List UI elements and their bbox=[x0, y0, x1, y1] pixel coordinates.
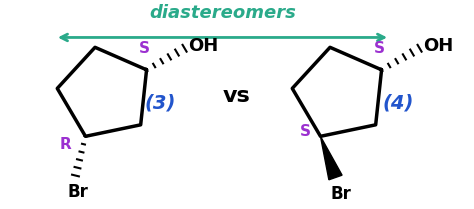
Text: R: R bbox=[60, 137, 72, 152]
Polygon shape bbox=[320, 136, 342, 180]
Text: S: S bbox=[139, 41, 150, 56]
Text: S: S bbox=[300, 124, 311, 139]
Text: Br: Br bbox=[67, 183, 88, 201]
Text: vs: vs bbox=[223, 86, 251, 106]
Text: S: S bbox=[374, 41, 385, 56]
Text: (4): (4) bbox=[383, 94, 414, 113]
Text: (3): (3) bbox=[144, 94, 176, 113]
Text: diastereomers: diastereomers bbox=[149, 4, 296, 22]
Text: OH: OH bbox=[189, 37, 219, 55]
Text: OH: OH bbox=[424, 37, 454, 55]
Text: Br: Br bbox=[330, 185, 351, 203]
